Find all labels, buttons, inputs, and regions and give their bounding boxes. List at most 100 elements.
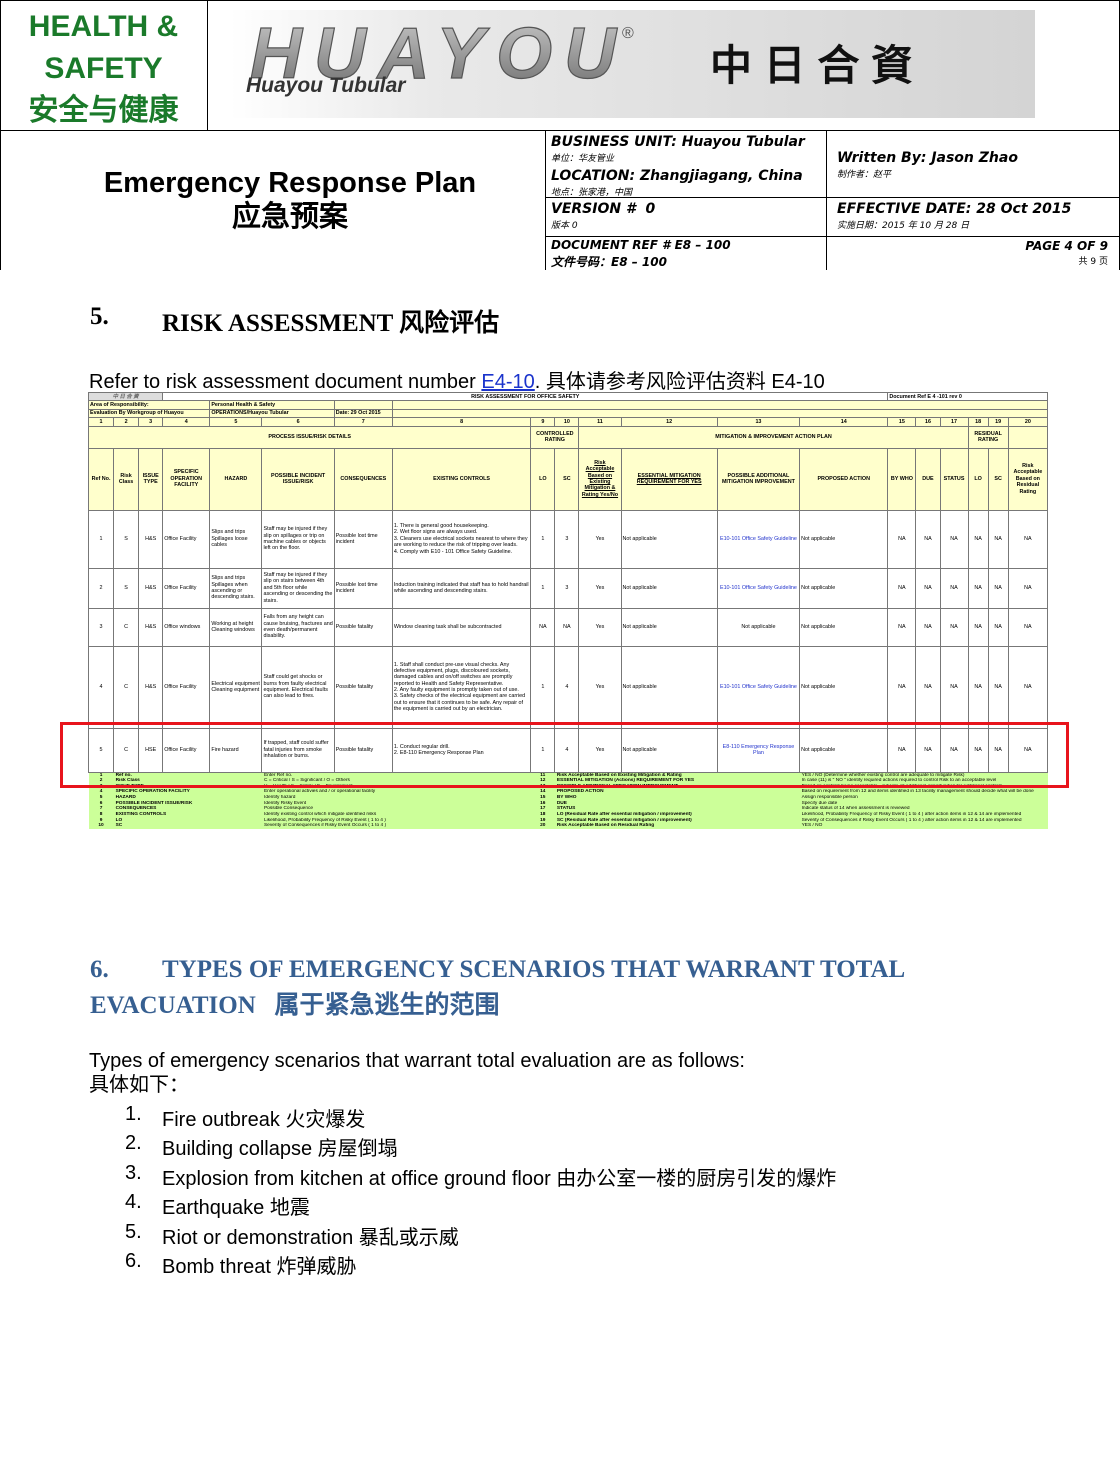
risk-cell: Possible lost time incident <box>333 509 393 569</box>
legend-term: CONSEQUENCES <box>113 806 262 813</box>
reference-text: . 具体请参考风险评估资料 E4-10 <box>534 371 825 393</box>
risk-cell: Not applicable <box>799 727 889 773</box>
legend-row: 5 HAZARD Identify hazard 15 BY WHO Assign res… <box>88 795 1048 801</box>
risk-cell: Not applicable <box>620 607 718 647</box>
legend-desc: Indicate status of 14 when assessment is… <box>799 806 1048 813</box>
logo-registered: ® <box>622 25 634 42</box>
risk-cell: Yes <box>578 509 622 569</box>
unit-cell: BUSINESS UNIT: Huayou Tubular 单位：华友管业 LO… <box>551 134 805 202</box>
column-header: CONSEQUENCES <box>333 447 393 511</box>
risk-cell: NA <box>1007 567 1049 609</box>
legend-row: 7 CONSEQUENCES Possible Consequence 17 STATU… <box>88 806 1048 813</box>
doc-ref-cn: 文件号码：E8 – 100 <box>551 255 667 269</box>
risk-cell: Possible fatality <box>333 727 393 773</box>
legend-desc: C = Critical / S = Significant / O = Oth… <box>261 778 531 784</box>
risk-cell: Yes <box>578 567 622 609</box>
rule <box>0 0 1120 1</box>
legend-row: 4 SPECIFIC OPERATION FACILITY Enter operat… <box>88 789 1048 796</box>
legend-row: 2 Risk Class C = Critical / S = Significan… <box>88 778 1048 784</box>
risk-cell: 4 <box>87 645 115 729</box>
legend-desc: In case (11) is " NO " identify required… <box>799 778 1048 784</box>
risk-cell: Not applicable <box>620 509 718 569</box>
risk-cell: NA <box>939 509 969 569</box>
legend-term: STATUS <box>554 806 800 813</box>
risk-cell: NA <box>554 607 580 647</box>
legend-desc: Severity of Consequences if Risky Event … <box>261 823 531 830</box>
reference-link[interactable]: E4-10 <box>481 371 535 393</box>
risk-cell: 1 <box>530 645 556 729</box>
risk-cell: C <box>113 607 140 647</box>
legend-number: 11 <box>530 772 555 779</box>
column-group: CONTROLLED RATING <box>530 425 580 449</box>
rule <box>545 130 546 270</box>
item-text: Fire outbreak 火灾爆发 <box>162 1109 366 1131</box>
risk-cell: C <box>113 645 140 729</box>
risk-cell: Yes <box>578 645 622 729</box>
rule <box>0 130 1120 131</box>
item-number: 2. <box>125 1132 142 1155</box>
legend-term: SC (Residual Rate after essential mitiga… <box>554 817 800 824</box>
risk-cell: 4 <box>554 727 580 773</box>
intro-block: Types of emergency scenarios that warran… <box>89 1049 745 1097</box>
column-number: 6 <box>261 417 335 427</box>
risk-cell: H&S <box>138 607 164 647</box>
risk-cell: NA <box>887 509 917 569</box>
column-number: 11 <box>578 417 622 427</box>
column-header: ESSENTIAL MITIGATION REQUIREMENT FOR YES <box>620 447 718 511</box>
intro-cn: 具体如下： <box>89 1074 189 1096</box>
risk-cell: 1 <box>530 509 556 569</box>
legend-number: 17 <box>530 806 555 813</box>
risk-row: 5 C HSE Office Facility Fire hazard If trappe… <box>87 727 1049 773</box>
column-number: 19 <box>987 417 1009 427</box>
item-text: Explosion from kitchen at office ground … <box>162 1167 837 1190</box>
legend-row: 1 Ref no. Enter Ref no. 11 Risk Acceptable B… <box>88 772 1048 779</box>
column-number: 1 <box>87 417 115 427</box>
section-heading: RISK ASSESSMENT 风险评估 <box>162 310 500 337</box>
column-group: PROCESS ISSUE/RISK DETAILS <box>87 425 532 449</box>
risk-cell: Not applicable <box>799 645 889 729</box>
doc-title-cn: 应急预案 <box>231 201 348 233</box>
meta-row: Evaluation By Workgroup of Huayou OPERATI… <box>87 408 1049 419</box>
risk-cell: NA <box>1007 727 1049 773</box>
risk-cell: 3 <box>554 509 580 569</box>
table-doc-ref: Document Ref E 4 -101 rev 0 <box>887 391 1048 402</box>
jv-title: 中 日 合 資 <box>710 42 913 89</box>
hs-line: 安全与健康 <box>28 94 179 127</box>
risk-cell: Not applicable <box>799 509 889 569</box>
column-number: 2 <box>113 417 140 427</box>
meta-empty <box>391 400 1049 410</box>
column-number: 10 <box>554 417 580 427</box>
column-number: 18 <box>967 417 989 427</box>
column-number: 15 <box>887 417 917 427</box>
column-number: 17 <box>939 417 969 427</box>
risk-cell: Induction training indicated that staff … <box>391 567 532 609</box>
risk-cell: NA <box>967 607 989 647</box>
risk-cell: NA <box>967 727 989 773</box>
page-number-cn: 共 9 页 <box>1078 257 1108 267</box>
column-number-row: 1 2 3 4 5 6 7 8 9 10 11 12 13 14 15 16 17 18 19 20 <box>87 417 1049 427</box>
column-header: POSSIBLE ADDITIONAL MITIGATION IMPROVEME… <box>716 447 801 511</box>
risk-cell: E10-101 Office Safety Guideline <box>716 567 801 609</box>
risk-cell: E10-101 Office Safety Guideline <box>716 509 801 569</box>
scenario-item: 3. Explosion from kitchen at office groun… <box>125 1162 836 1191</box>
scenario-item: 2. Building collapse 房屋倒塌 <box>125 1132 836 1161</box>
legend-row: 10 SC Severity of Consequences if Risky Ev… <box>88 823 1048 830</box>
reference-line: Refer to risk assessment document number… <box>89 365 825 394</box>
column-header: DUE <box>915 447 941 511</box>
meta-row: Area of Responsibility: Personal Health &… <box>87 400 1049 410</box>
column-number: 7 <box>333 417 393 427</box>
legend-number: 7 <box>88 806 114 813</box>
risk-assessment-table: 中 日 合 資 RISK ASSESSMENT FOR OFFICE SAFETY… <box>87 391 1049 830</box>
hs-line: SAFETY <box>44 52 163 85</box>
scenario-item: 6. Bomb threat 炸弹威胁 <box>125 1250 836 1279</box>
column-number: 12 <box>620 417 718 427</box>
risk-cell: Staff may be injured if they slip on spi… <box>261 509 335 569</box>
legend-number: 4 <box>88 789 114 796</box>
risk-cell: Falls from any height can cause bruising… <box>261 607 335 647</box>
meta-value: OPERATIONS/Huayou Tubular <box>209 408 335 419</box>
rule <box>207 0 208 130</box>
legend-term: SC <box>113 823 262 830</box>
item-text: Building collapse 房屋倒塌 <box>162 1138 398 1161</box>
